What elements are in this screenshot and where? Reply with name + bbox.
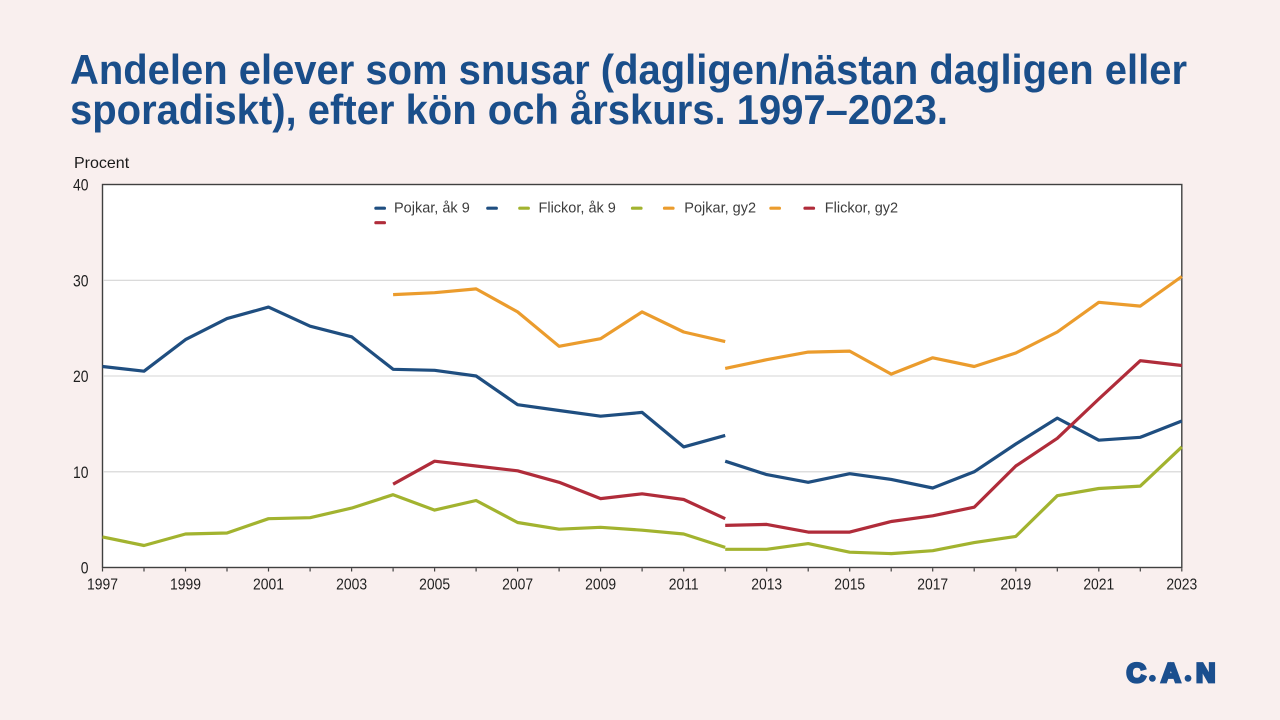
svg-text:Flickor, åk 9: Flickor, åk 9 bbox=[539, 201, 616, 217]
svg-text:Procent: Procent bbox=[74, 155, 130, 172]
svg-text:Flickor, gy2: Flickor, gy2 bbox=[825, 201, 898, 217]
svg-text:C: C bbox=[1127, 658, 1147, 688]
svg-text:2015: 2015 bbox=[834, 575, 865, 593]
svg-text:1997: 1997 bbox=[87, 575, 118, 593]
svg-text:2005: 2005 bbox=[419, 575, 450, 593]
svg-text:Pojkar, åk 9: Pojkar, åk 9 bbox=[394, 201, 470, 217]
svg-text:sporadiskt), efter kön och års: sporadiskt), efter kön och årskurs. 1997… bbox=[70, 86, 948, 133]
svg-text:10: 10 bbox=[73, 464, 89, 483]
svg-text:0: 0 bbox=[81, 559, 89, 578]
svg-text:2013: 2013 bbox=[751, 575, 782, 593]
svg-text:2017: 2017 bbox=[917, 575, 948, 593]
svg-text:2011: 2011 bbox=[669, 575, 699, 593]
svg-text:2001: 2001 bbox=[253, 575, 284, 593]
svg-text:Andelen elever som snusar (dag: Andelen elever som snusar (dagligen/näst… bbox=[70, 46, 1187, 93]
svg-text:30: 30 bbox=[73, 272, 89, 291]
svg-text:Pojkar, gy2: Pojkar, gy2 bbox=[684, 201, 756, 217]
svg-text:N: N bbox=[1196, 658, 1216, 688]
svg-text:2009: 2009 bbox=[585, 575, 616, 593]
svg-text:1999: 1999 bbox=[170, 575, 201, 593]
svg-text:2023: 2023 bbox=[1166, 575, 1197, 593]
svg-text:40: 40 bbox=[73, 176, 89, 195]
svg-text:2021: 2021 bbox=[1083, 575, 1114, 593]
svg-text:A: A bbox=[1161, 658, 1181, 688]
svg-text:20: 20 bbox=[73, 368, 89, 387]
svg-text:2003: 2003 bbox=[336, 575, 367, 593]
svg-text:2019: 2019 bbox=[1000, 575, 1031, 593]
svg-text:2007: 2007 bbox=[502, 575, 533, 593]
